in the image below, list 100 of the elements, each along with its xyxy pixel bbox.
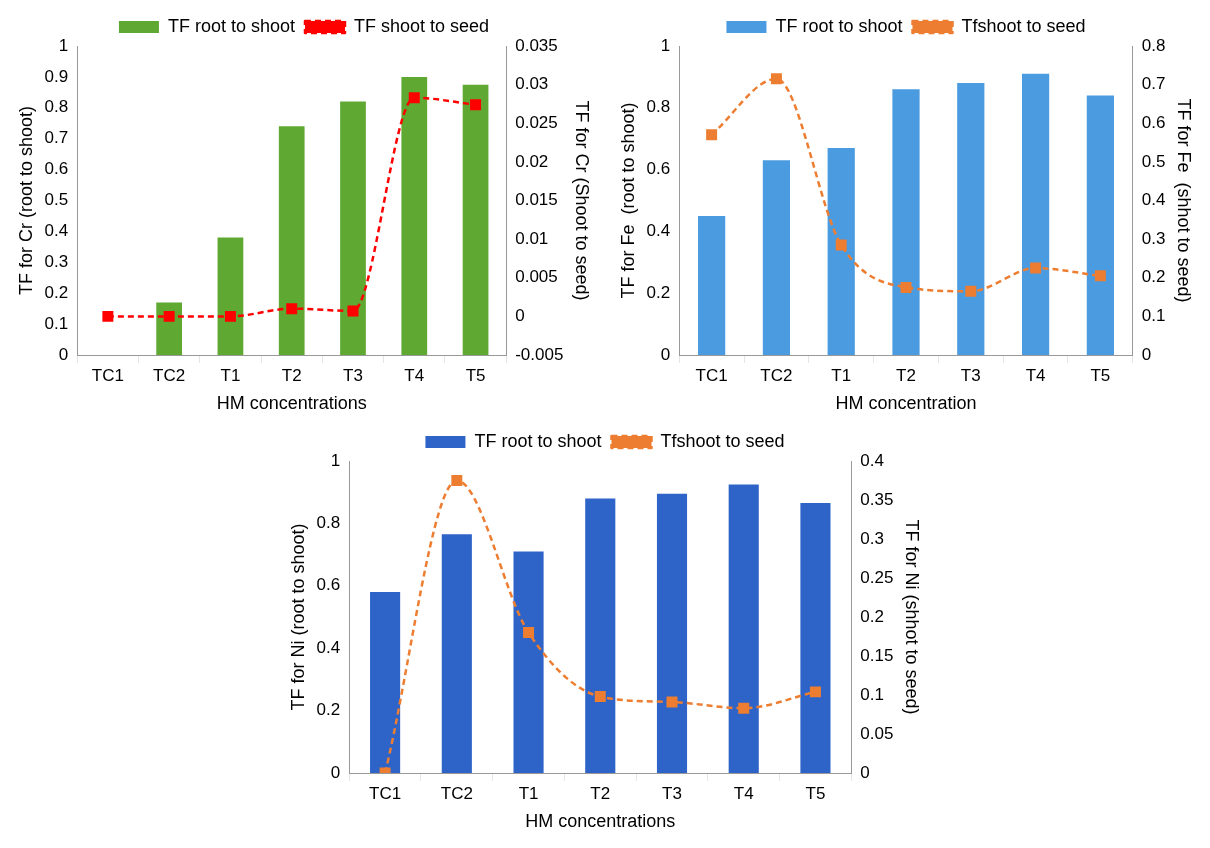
x-tick-label: T2: [896, 365, 916, 385]
y2-axis-title: TF for Fe (shhot to seed): [1174, 98, 1195, 303]
x-tick-label: T4: [404, 365, 425, 385]
point: [523, 627, 535, 639]
x-tick-label: T5: [1090, 365, 1111, 385]
y2-tick-label: 0: [1141, 344, 1152, 364]
bar: [800, 503, 831, 773]
y2-tick-label: 0.4: [1141, 190, 1166, 210]
y-axis-title: TF for Ni (root to shoot): [287, 523, 308, 711]
point: [408, 92, 420, 104]
bar: [698, 215, 726, 355]
bar: [728, 484, 759, 773]
y-axis-title: TF for Cr (root to shoot): [15, 105, 36, 296]
x-tick-label: TC1: [369, 783, 402, 803]
x-tick-label: T3: [343, 365, 363, 385]
x-tick-label: TC1: [91, 365, 124, 385]
x-tick-label: T4: [733, 783, 754, 803]
y2-tick-label: 0.3: [1141, 228, 1166, 248]
y-axis-title: TF for Fe (root to shoot): [617, 102, 638, 299]
y2-tick-label: 0.6: [1141, 112, 1166, 132]
bar: [278, 126, 305, 355]
point: [965, 285, 977, 297]
legend-label: TF shoot to seed: [353, 15, 490, 36]
bar: [1021, 73, 1050, 355]
y-tick-label: 1: [330, 450, 341, 470]
x-tick-label: T2: [281, 365, 302, 385]
point: [809, 686, 821, 698]
y2-axis-title: TF for Cr (Shoot to seed): [572, 100, 593, 301]
y-tick-label: 0.2: [316, 700, 341, 720]
x-tick-label: T1: [831, 365, 852, 385]
bar: [656, 493, 688, 773]
y2-tick-label: 0.2: [1141, 267, 1166, 287]
point: [1094, 270, 1106, 282]
bar: [217, 237, 244, 355]
y-tick-label: 0.2: [646, 282, 671, 302]
y-tick-label: 1: [58, 35, 69, 55]
bar: [513, 551, 544, 773]
legend-label: Tfshoot to seed: [660, 430, 785, 451]
bar: [892, 89, 920, 355]
bar: [762, 160, 791, 355]
y2-tick-label: 0.1: [860, 684, 884, 704]
point: [102, 310, 114, 322]
legend-label: Tfshoot to seed: [961, 15, 1086, 36]
y2-tick-label: 0.5: [1141, 151, 1166, 171]
x-tick-label: TC1: [695, 365, 728, 385]
bar: [957, 83, 985, 355]
point: [706, 129, 718, 141]
x-tick-label: T2: [590, 783, 611, 803]
y2-tick-label: 0.15: [860, 645, 894, 665]
legend-label: TF root to shoot: [474, 430, 602, 451]
point: [224, 310, 236, 322]
bar: [441, 534, 472, 773]
bar: [401, 76, 428, 355]
y-tick-label: 0.4: [646, 221, 671, 241]
y-tick-label: 0.8: [316, 513, 341, 533]
legend-label: TF root to shoot: [775, 15, 903, 36]
bar: [585, 498, 616, 773]
y2-tick-label: 0.035: [515, 35, 558, 55]
y-tick-label: 0.2: [44, 282, 69, 302]
y-tick-label: 0.6: [316, 575, 341, 595]
y2-tick-label: 0.3: [860, 528, 884, 548]
x-axis-title: HM concentrations: [216, 393, 367, 414]
point: [451, 475, 463, 486]
y2-tick-label: 0.1: [1141, 306, 1166, 326]
y2-axis-title: TF for Ni (shhot to seed): [902, 519, 923, 715]
bar: [1086, 95, 1114, 355]
y-tick-label: 0.8: [44, 97, 69, 117]
x-tick-label: T5: [805, 783, 826, 803]
y-tick-label: 0.6: [646, 159, 671, 179]
y-tick-label: 1: [660, 35, 671, 55]
y2-tick-label: 0.025: [515, 112, 558, 132]
y2-tick-label: 0.005: [515, 267, 558, 287]
y-tick-label: 0.6: [44, 159, 69, 179]
y-tick-label: 0.1: [44, 313, 69, 333]
y2-tick-label: 0.7: [1141, 74, 1166, 94]
y2-tick-label: -0.005: [515, 344, 564, 364]
point: [1030, 262, 1042, 274]
y-tick-label: 0: [330, 762, 341, 782]
bar: [370, 592, 401, 773]
x-tick-label: TC2: [153, 365, 186, 385]
point: [666, 696, 678, 708]
x-tick-label: TC2: [760, 365, 793, 385]
point: [594, 691, 606, 703]
point: [770, 73, 782, 85]
y-tick-label: 0.5: [44, 190, 69, 210]
x-tick-label: T4: [1025, 365, 1046, 385]
y2-tick-label: 0.35: [860, 489, 894, 509]
y-tick-label: 0.4: [44, 221, 69, 241]
x-tick-label: T3: [960, 365, 981, 385]
y2-tick-label: 0.015: [515, 190, 558, 210]
y2-tick-label: 0: [515, 306, 525, 326]
y2-tick-label: 0.03: [515, 74, 549, 94]
bar: [462, 84, 489, 355]
point: [470, 99, 482, 111]
y2-tick-label: 0.25: [860, 567, 894, 587]
y2-tick-label: 0.02: [515, 151, 549, 171]
y2-tick-label: 0.05: [860, 723, 894, 743]
y2-tick-label: 0.4: [860, 450, 884, 470]
bar: [827, 147, 855, 355]
x-axis-title: HM concentration: [835, 393, 977, 414]
